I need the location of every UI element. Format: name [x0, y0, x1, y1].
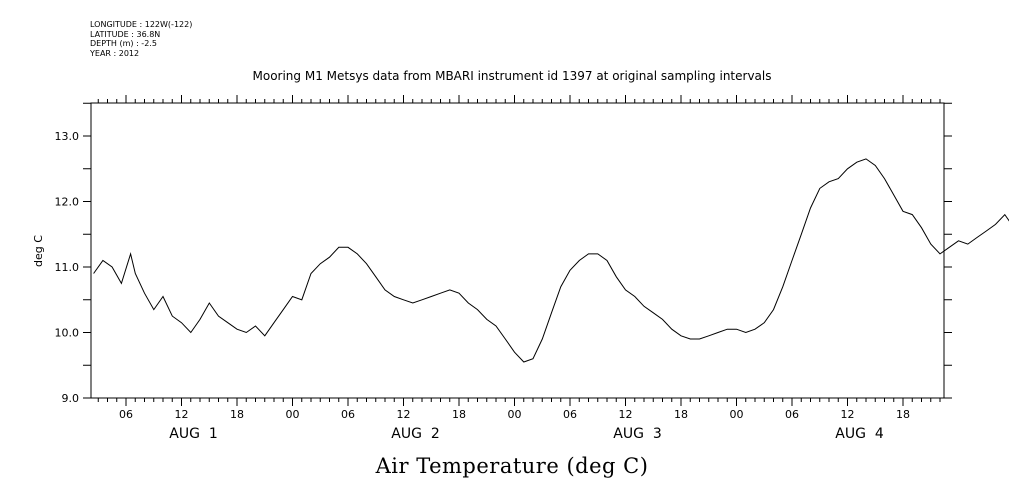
x-tick-label: 12	[619, 408, 633, 421]
x-tick-label: 12	[175, 408, 189, 421]
day-label: AUG 1	[169, 426, 217, 442]
y-axis-label: deg C	[32, 235, 45, 267]
y-tick-label: 9.0	[62, 392, 80, 405]
series-line	[93, 158, 1009, 363]
x-tick-label: 18	[896, 408, 910, 421]
x-tick-label: 18	[452, 408, 466, 421]
x-tick-label: 06	[785, 408, 799, 421]
day-label: AUG 3	[613, 426, 661, 442]
day-label: AUG 2	[391, 426, 439, 442]
metadata-block: LONGITUDE : 122W(-122) LATITUDE : 36.8N …	[90, 20, 192, 58]
x-axis-label: Air Temperature (deg C)	[375, 454, 649, 478]
x-tick-label: 00	[730, 408, 744, 421]
y-tick-label: 13.0	[55, 130, 80, 143]
day-labels: AUG 1 AUG 2 AUG 3 AUG 4	[169, 426, 884, 442]
x-tick-labels: 06 12 18 00 06 12 18 00 06 12 18 00 06 12 18	[119, 408, 910, 421]
y-tick-label: 11.0	[55, 261, 80, 274]
latitude-text: LATITUDE : 36.8N	[90, 29, 161, 39]
day-label: AUG 4	[835, 426, 884, 442]
tick-marks	[83, 95, 952, 406]
x-tick-label: 12	[397, 408, 411, 421]
x-tick-label: 00	[508, 408, 522, 421]
longitude-text: LONGITUDE : 122W(-122)	[90, 20, 193, 29]
y-tick-labels: 9.0 10.0 11.0 12.0 13.0	[55, 130, 80, 405]
x-tick-label: 12	[841, 408, 855, 421]
x-tick-label: 18	[674, 408, 688, 421]
chart-title: Mooring M1 Metsys data from MBARI instru…	[252, 69, 772, 83]
x-tick-label: 06	[341, 408, 355, 421]
year-text: YEAR : 2012	[90, 48, 140, 58]
x-tick-label: 06	[563, 408, 577, 421]
depth-text: DEPTH (m) : -2.5	[90, 39, 157, 48]
plot-frame	[90, 102, 945, 399]
x-tick-label: 00	[286, 408, 300, 421]
y-tick-label: 10.0	[55, 327, 80, 340]
x-tick-label: 06	[119, 408, 133, 421]
y-tick-label: 12.0	[55, 196, 80, 209]
x-tick-label: 18	[230, 408, 244, 421]
